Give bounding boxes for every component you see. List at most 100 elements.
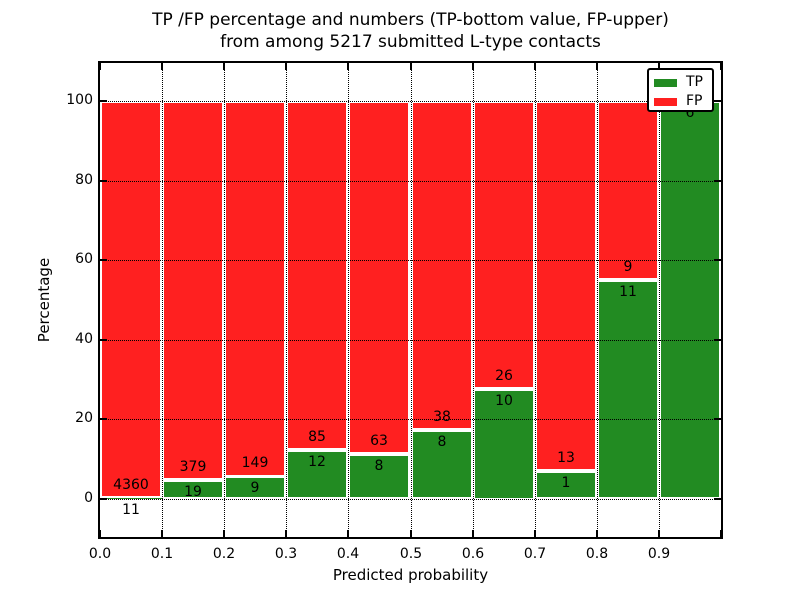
x-tick-top-10 (720, 63, 722, 70)
tp-count-label-8: 11 (619, 284, 637, 300)
y-tick-label-80: 80 (75, 172, 93, 188)
fp-count-label-3: 85 (308, 429, 326, 445)
x-tick-label-0.0: 0.0 (88, 546, 112, 562)
bar-segment-fp-3 (286, 101, 348, 450)
x-tick-bottom-6 (472, 530, 474, 537)
bar-segment-tp-3 (286, 450, 348, 499)
x-tick-top-9 (658, 63, 660, 70)
y-tick-right-80 (714, 180, 721, 182)
bar-segment-tp-9 (659, 101, 721, 499)
x-tick-top-2 (223, 63, 225, 70)
fp-count-label-2: 149 (241, 455, 269, 471)
chart-title-line2: from among 5217 submitted L-type contact… (220, 32, 601, 52)
x-tick-bottom-5 (410, 530, 412, 537)
y-tick-right-100 (714, 100, 721, 102)
gridline-y-80 (100, 181, 721, 182)
x-tick-bottom-1 (161, 530, 163, 537)
gridline-x-0.6 (473, 63, 474, 537)
y-tick-right-40 (714, 339, 721, 341)
bar-segment-fp-8 (597, 101, 659, 280)
gridline-y-60 (100, 260, 721, 261)
fp-count-label-4: 63 (370, 433, 388, 449)
y-tick-label-0: 0 (84, 490, 93, 506)
bar-segment-tp-6 (473, 389, 535, 500)
x-tick-bottom-2 (223, 530, 225, 537)
bottom-spine (98, 537, 723, 539)
fp-count-label-8: 9 (623, 259, 633, 275)
gridline-x-0.8 (597, 63, 598, 537)
x-tick-bottom-3 (285, 530, 287, 537)
legend-swatch-fp-icon (654, 97, 677, 106)
y-tick-left-20 (100, 418, 107, 420)
left-spine (98, 61, 100, 539)
y-axis-label: Percentage (35, 257, 53, 343)
gridline-x-0.7 (535, 63, 536, 537)
bar-segment-tp-0 (100, 498, 162, 499)
y-tick-label-20: 20 (75, 410, 93, 426)
tp-count-label-9: 6 (685, 105, 695, 121)
legend-label-fp: FP (686, 93, 703, 109)
legend: TP FP (647, 68, 714, 112)
bar-segment-tp-4 (348, 454, 410, 499)
tp-count-label-2: 9 (250, 480, 260, 496)
fp-count-label-5: 38 (433, 409, 451, 425)
tp-count-label-6: 10 (495, 393, 513, 409)
x-tick-label-0.9: 0.9 (647, 546, 671, 562)
gridline-x-0.2 (224, 63, 225, 537)
x-tick-bottom-0 (99, 530, 101, 537)
gridline-y-0 (100, 499, 721, 500)
x-tick-top-0 (99, 63, 101, 70)
gridline-y-100 (100, 101, 721, 102)
x-tick-top-7 (534, 63, 536, 70)
tp-count-label-7: 1 (561, 475, 571, 491)
x-tick-label-0.4: 0.4 (336, 546, 360, 562)
y-tick-right-60 (714, 259, 721, 261)
y-tick-label-60: 60 (75, 251, 93, 267)
gridline-x-0.5 (411, 63, 412, 537)
y-tick-right-0 (714, 498, 721, 500)
tp-count-label-0: 11 (122, 502, 140, 518)
gridline-y-40 (100, 340, 721, 341)
chart-title: TP /FP percentage and numbers (TP-bottom… (100, 9, 721, 53)
top-spine (98, 61, 723, 63)
bar-segment-fp-6 (473, 101, 535, 389)
bar-segment-fp-1 (162, 101, 224, 480)
bar-segment-tp-8 (597, 280, 659, 499)
x-tick-top-1 (161, 63, 163, 70)
x-tick-top-3 (285, 63, 287, 70)
x-tick-label-0.5: 0.5 (399, 546, 423, 562)
x-tick-top-4 (347, 63, 349, 70)
x-tick-bottom-10 (720, 530, 722, 537)
y-tick-label-100: 100 (66, 92, 93, 108)
x-tick-label-0.2: 0.2 (212, 546, 236, 562)
x-tick-bottom-9 (658, 530, 660, 537)
fp-count-label-1: 379 (179, 459, 207, 475)
fp-count-label-7: 13 (557, 450, 575, 466)
bar-segment-fp-7 (535, 101, 597, 471)
gridline-x-0.3 (286, 63, 287, 537)
x-tick-top-8 (596, 63, 598, 70)
legend-row-tp: TP (654, 73, 708, 92)
bar-segment-fp-0 (100, 101, 162, 498)
x-tick-label-0.8: 0.8 (585, 546, 609, 562)
gridline-x-0.1 (162, 63, 163, 537)
x-tick-label-0.1: 0.1 (150, 546, 174, 562)
bar-segment-fp-4 (348, 101, 410, 454)
gridline-y-20 (100, 419, 721, 420)
bar-segment-fp-5 (411, 101, 473, 430)
bar-segment-tp-7 (535, 471, 597, 499)
legend-row-fp: FP (654, 92, 708, 111)
legend-label-tp: TP (686, 74, 703, 90)
right-spine (721, 61, 723, 539)
tp-count-label-4: 8 (374, 458, 384, 474)
y-tick-left-100 (100, 100, 107, 102)
legend-swatch-tp-icon (654, 78, 677, 87)
gridline-x-0.4 (348, 63, 349, 537)
x-axis-label: Predicted probability (332, 566, 489, 584)
bar-segment-tp-1 (162, 480, 224, 499)
y-tick-left-40 (100, 339, 107, 341)
y-tick-label-40: 40 (75, 331, 93, 347)
chart-title-line1: TP /FP percentage and numbers (TP-bottom… (152, 10, 669, 30)
bar-segment-fp-2 (224, 101, 286, 477)
